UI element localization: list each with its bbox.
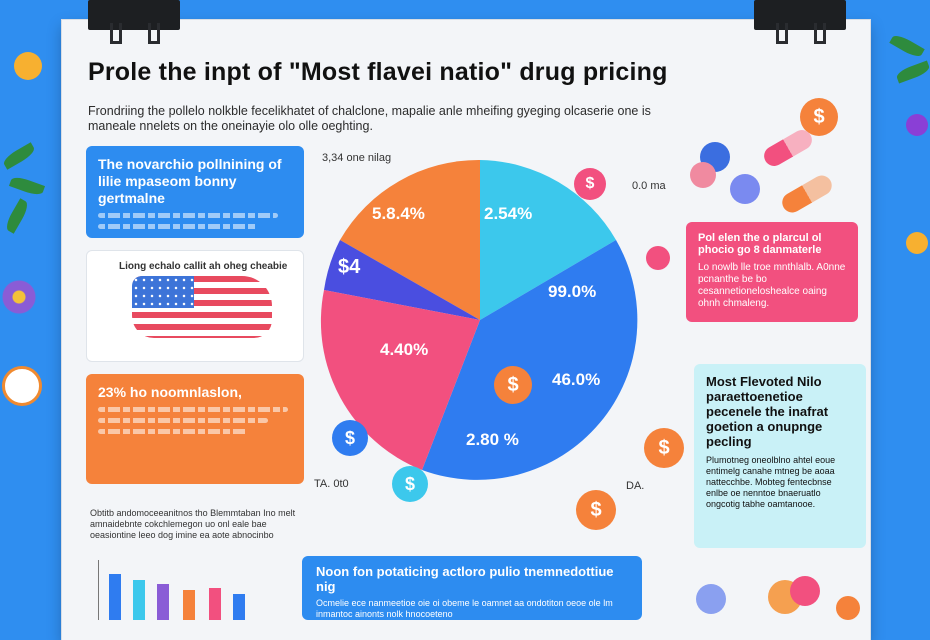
left-orange-card: 23% ho noomnlaslon, [86,374,304,484]
mini-bar [209,588,221,620]
right-cyan-card-body: Plumotneg oneolblno ahtel eoue entimelg … [706,455,836,509]
mini-bar [157,584,169,620]
pie-label-top-right: 0.0 ma [632,180,666,192]
pill-capsule-icon [836,596,860,620]
pie-slice-label-blue-mid: 46.0% [552,370,601,389]
mini-bar [133,580,145,620]
leaf-icon [894,60,930,84]
binder-clip-right [754,0,846,44]
pill-capsule-icon [906,232,928,254]
dollar-coin-icon: $ [576,490,616,530]
us-map-icon [132,276,272,338]
left-blue-card-heading: The novarchio pollnining of lilie mpaseo… [98,156,282,206]
pie-slice-blue [422,240,638,480]
pill-capsule-icon [14,52,42,80]
pie-slice-label-blue-bottom: 2.80 % [466,430,519,449]
poster-intro: Frondriing the pollelo nolkble fecelikha… [88,104,651,133]
dollar-coin-icon: $ [494,366,532,404]
dollar-coin-icon: $ [332,420,368,456]
right-cyan-card-heading: Most Flevoted Nilo paraettoenetioe pecen… [706,374,829,449]
pie-slice-label-cyan: 2.54% [484,204,533,223]
dollar-coin-icon: $ [800,98,838,136]
pie-slice-orange [340,159,480,320]
pill-capsule-icon [2,366,42,406]
pill-capsule-icon [690,162,716,188]
flower-icon [2,280,36,314]
pie-chart [320,159,638,480]
pie-slice-label-blue-top: 99.0% [548,282,597,301]
mini-bar [183,590,195,620]
mini-bar [233,594,245,620]
pie-slice-violet [324,240,480,320]
mini-bar [109,574,121,620]
right-pink-card-body: Lo nowlb lle troe mnthlalb. A0nne pcnant… [698,262,846,309]
bottom-blue-callout: Noon fon potaticing actloro pulio tnemne… [302,556,642,620]
pie-slice-label-orange: 5.8.4% [372,204,425,223]
left-blue-card: The novarchio pollnining of lilie mpaseo… [86,146,304,238]
bottom-callout-body: Ocmelie ece nanmeetioe oie oi obeme le o… [316,598,613,619]
left-orange-card-heading: 23% ho noomnlaslon, [98,384,242,400]
pie-label-left-bottom: TA. 0t0 [314,478,349,490]
pill-capsule-icon [646,246,670,270]
pie-slice-label-pink: 4.40% [380,340,429,359]
right-pink-card: Pol elen the o plarcul ol phocio go 8 da… [686,222,858,322]
pill-capsule-icon [730,174,760,204]
pill-capsule-icon [696,584,726,614]
binder-clip-left [88,0,180,44]
poster-title: Prole the inpt of "Most flavei natio" dr… [88,58,668,86]
pie-slice-cyan [480,160,616,320]
right-pink-card-heading: Pol elen the o plarcul ol phocio go 8 da… [698,232,822,256]
right-cyan-card: Most Flevoted Nilo paraettoenetioe pecen… [694,364,866,548]
pie-label-right-bottom: DA. [626,480,645,492]
bottom-left-text: Obtitb andomoceeanitnos tho Blemmtaban I… [90,508,296,540]
dollar-coin-icon: $ [392,466,428,502]
leaf-icon [889,32,925,60]
bottom-callout-heading: Noon fon potaticing actloro pulio tnemne… [316,564,614,594]
mini-bar-chart [98,560,269,620]
pill-capsule-icon [906,114,928,136]
leaf-icon [1,142,37,170]
dollar-coin-icon: $ [644,428,684,468]
map-card-heading: Liong echalo callit ah oheg cheabie [119,261,288,272]
dollar-coin-icon: $ [574,168,606,200]
leaf-icon [8,174,46,198]
pill-capsule-icon [790,576,820,606]
pie-small-label-left: $4 [338,256,361,278]
leaf-icon [3,198,31,234]
pie-top-label: 3,34 one nilag [322,152,392,164]
